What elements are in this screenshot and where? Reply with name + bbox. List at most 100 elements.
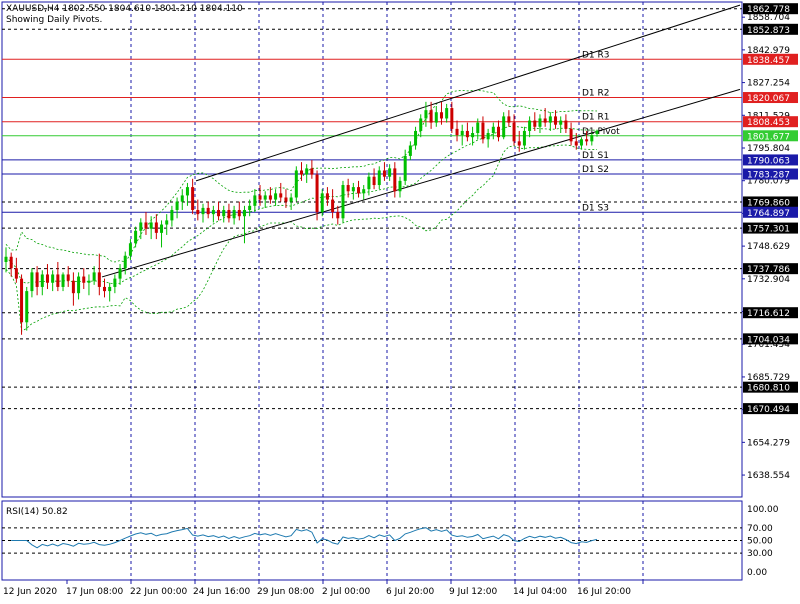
candle <box>554 110 558 129</box>
candle-body <box>289 197 293 202</box>
candle <box>232 205 236 225</box>
candle <box>491 122 495 140</box>
candle-body <box>507 116 511 123</box>
level-price-text: 1769.860 <box>747 198 790 208</box>
time-tick-label: 17 Jun 08:00 <box>66 587 123 597</box>
candlesticks <box>4 101 599 335</box>
candle <box>268 187 272 204</box>
level-price-box <box>743 403 798 415</box>
candle <box>574 133 578 150</box>
level-price-box <box>743 23 798 35</box>
candle-body <box>569 128 573 142</box>
level-price-box <box>743 196 798 208</box>
candle <box>357 180 361 198</box>
candle <box>61 272 65 292</box>
symbol-ohlc-header: XAUUSD,H4 1802.550 1804.610 1801.210 180… <box>6 4 243 14</box>
candle-body <box>357 187 361 194</box>
price-tick-label: 1780.079 <box>747 177 790 187</box>
candle-body <box>579 139 583 146</box>
candle <box>367 172 371 196</box>
candle-body <box>481 122 485 140</box>
price-level-labels: 1862.778 1852.873 1769.860 1757.301 1737.786… <box>743 3 798 415</box>
candle <box>4 247 8 273</box>
candle <box>497 120 500 142</box>
candle-body <box>196 209 200 215</box>
pivot-price-text: 1790.063 <box>747 156 790 166</box>
candle-body <box>310 168 314 175</box>
candle <box>160 220 164 248</box>
level-price-text: 1852.873 <box>747 26 790 36</box>
candle <box>517 130 521 152</box>
rsi-tick-label: 70.00 <box>747 524 773 534</box>
candle <box>476 118 480 140</box>
pivot-price-text: 1838.457 <box>747 56 790 66</box>
candle-body <box>274 193 278 200</box>
pivot-level-label: D1 S3 <box>582 203 609 213</box>
candle <box>528 116 532 138</box>
candle-body <box>170 209 174 221</box>
candle <box>372 168 376 190</box>
level-price-text: 1680.810 <box>747 384 790 394</box>
candle-body <box>543 118 547 123</box>
candle <box>450 101 454 134</box>
pivot-level-label: D1 R2 <box>582 89 610 99</box>
candle <box>222 205 226 223</box>
candle <box>305 164 309 183</box>
candle-body <box>123 255 127 269</box>
candle <box>382 162 386 181</box>
candle-body <box>522 130 526 146</box>
candle-body <box>574 141 578 146</box>
candle <box>253 189 257 213</box>
candle <box>481 116 485 144</box>
candle <box>284 189 288 208</box>
rsi-tick-label: 50.00 <box>747 537 773 547</box>
candle-body <box>14 268 18 279</box>
candle-body <box>232 209 236 219</box>
time-tick-label: 12 Jun 2020 <box>3 587 57 597</box>
candle <box>113 274 117 294</box>
candle-body <box>40 274 44 287</box>
candle <box>97 253 101 296</box>
rsi-label: RSI(14) 50.82 <box>6 507 68 517</box>
candle <box>180 189 184 210</box>
candle-body <box>258 195 262 200</box>
rsi-line <box>11 527 598 549</box>
candle-body <box>460 130 464 136</box>
level-price-text: 1757.301 <box>747 225 790 235</box>
level-price-box <box>743 263 798 275</box>
candle <box>134 226 138 248</box>
candle <box>274 189 278 206</box>
candle <box>185 182 189 206</box>
candle-body <box>486 133 490 140</box>
price-tick-label: 1732.904 <box>747 275 790 285</box>
channel-lower-line <box>101 88 741 278</box>
level-price-box <box>743 307 798 319</box>
candle-body <box>71 280 75 294</box>
candle <box>123 251 127 275</box>
candle <box>585 130 589 146</box>
candle <box>108 282 112 302</box>
candle-body <box>315 174 319 213</box>
candle-body <box>191 187 195 210</box>
time-tick-label: 16 Jul 20:00 <box>577 587 631 597</box>
pivot-price-box <box>743 116 798 128</box>
candle <box>325 187 329 206</box>
candle-body <box>201 207 205 215</box>
candle <box>507 110 511 127</box>
candle <box>165 214 169 235</box>
pivot-price-box <box>743 154 798 166</box>
candle <box>149 216 153 240</box>
candle-body <box>268 195 272 200</box>
candle <box>320 189 324 217</box>
candle-body <box>445 108 449 119</box>
candle-body <box>377 170 381 186</box>
pivot-level-label: D1 Pivot <box>582 127 620 137</box>
candle <box>419 114 423 138</box>
pivot-level-label: D1 R1 <box>582 113 610 123</box>
candle <box>20 274 24 335</box>
candle-body <box>61 274 65 287</box>
time-tick-label: 2 Jul 00:00 <box>322 587 371 597</box>
candle-body <box>471 133 475 138</box>
candle-body <box>180 195 184 202</box>
